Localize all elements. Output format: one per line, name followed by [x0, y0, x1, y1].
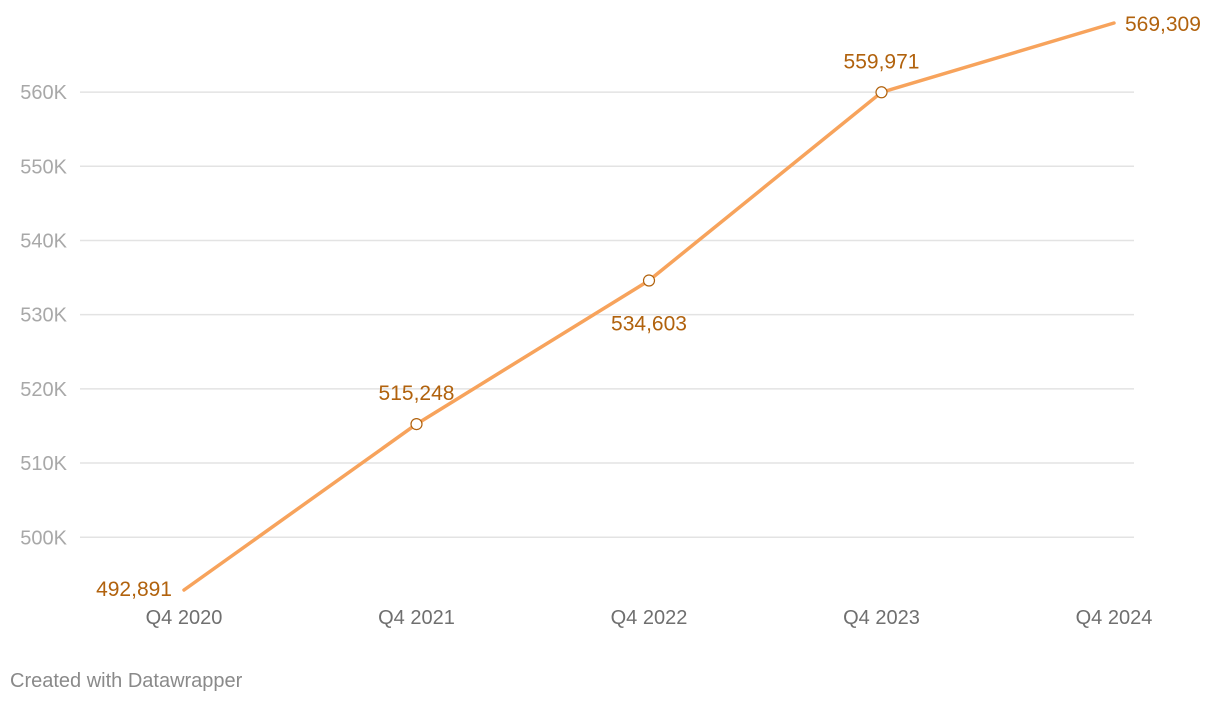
gridlines	[80, 91, 1134, 539]
data-point	[410, 418, 423, 431]
data-label: 534,603	[611, 313, 687, 336]
data-label: 569,309	[1125, 13, 1201, 36]
x-axis-ticks: Q4 2020 Q4 2021 Q4 2022 Q4 2023 Q4 2024	[146, 607, 1153, 629]
y-tick-label: 530K	[20, 305, 67, 327]
x-tick-label: Q4 2022	[611, 607, 688, 629]
data-label: 559,971	[844, 50, 920, 73]
y-tick-label: 510K	[20, 453, 67, 475]
x-tick-label: Q4 2020	[146, 607, 223, 629]
x-tick-label: Q4 2024	[1076, 607, 1153, 629]
data-labels: 492,891 515,248 534,603 559,971 569,309	[96, 13, 1201, 601]
data-label: 492,891	[96, 578, 172, 601]
data-point	[875, 86, 888, 99]
y-tick-label: 500K	[20, 527, 67, 549]
series-line	[182, 21, 1116, 592]
y-tick-label: 520K	[20, 379, 67, 401]
y-axis-ticks: 500K 510K 520K 530K 540K 550K 560K	[20, 82, 67, 549]
x-tick-label: Q4 2023	[843, 607, 920, 629]
y-tick-label: 540K	[20, 230, 67, 252]
footer-credit: Created with Datawrapper	[10, 670, 243, 692]
data-points	[410, 86, 888, 431]
y-tick-label: 550K	[20, 156, 67, 178]
x-tick-label: Q4 2021	[378, 607, 455, 629]
data-label: 515,248	[379, 382, 455, 405]
series-line-layer	[182, 21, 1116, 592]
y-tick-label: 560K	[20, 82, 67, 104]
data-point	[642, 274, 656, 287]
